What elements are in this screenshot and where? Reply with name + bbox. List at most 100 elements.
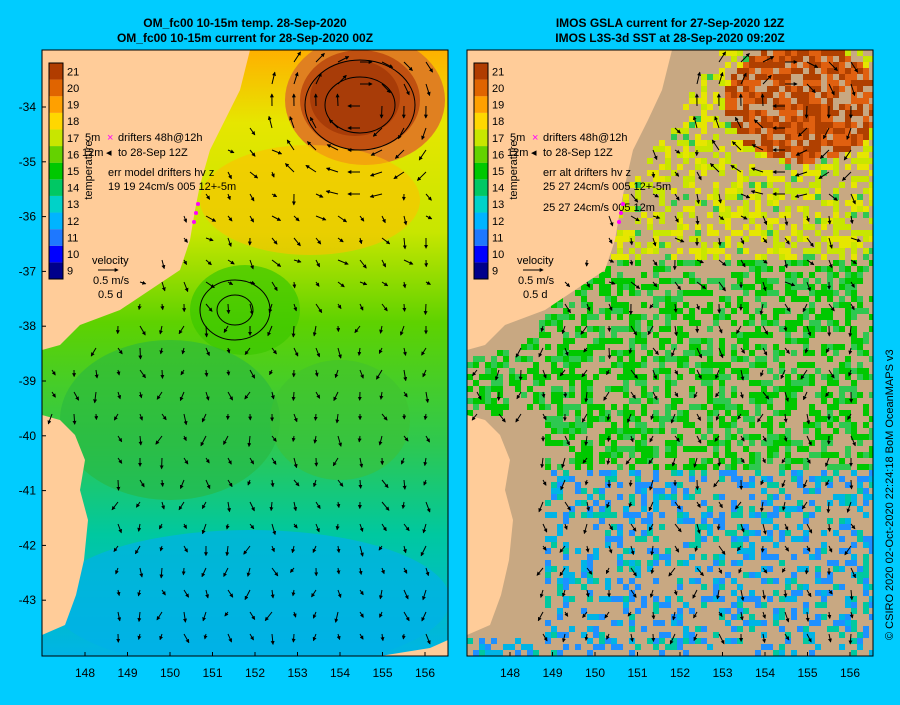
left-panel-titles: OM_fc00 10-15m temp. 28-Sep-2020 OM_fc00… [117, 16, 373, 45]
colorbar-swatch [49, 113, 63, 130]
colorbar-tick: 18 [67, 116, 79, 128]
longitude-tick-label: 154 [330, 666, 350, 680]
colorbar-swatch [49, 163, 63, 180]
longitude-tick-label: 152 [670, 666, 690, 680]
colorbar-tick: 17 [67, 133, 79, 145]
longitude-tick-label: 149 [542, 666, 562, 680]
left-legend-prefix2: 12m [82, 147, 103, 159]
colorbar-swatch [474, 163, 488, 180]
colorbar-tick: 16 [492, 149, 504, 161]
longitude-tick-label: 155 [797, 666, 817, 680]
longitude-tick-label: 152 [245, 666, 265, 680]
right-map-panel [467, 50, 875, 656]
colorbar-tick: 20 [492, 83, 504, 95]
colorbar-tick: 9 [67, 266, 73, 278]
right-err-line1: err alt drifters hv z [543, 167, 631, 179]
latitude-tick-label: -37 [19, 264, 37, 278]
latitude-tick-label: -36 [19, 210, 37, 224]
colorbar-tick: 16 [67, 149, 79, 161]
right-legend-line2: to 28-Sep 12Z [543, 147, 613, 159]
colorbar-swatch [49, 213, 63, 230]
colorbar-tick: 12 [67, 216, 79, 228]
colorbar-swatch [474, 229, 488, 246]
left-err-line2: 19 19 24cm/s 005 12+-5m [108, 181, 236, 193]
colorbar-tick: 21 [67, 66, 79, 78]
longitude-tick-label: 153 [712, 666, 732, 680]
colorbar-swatch [474, 63, 488, 80]
latitude-tick-label: -39 [19, 374, 37, 388]
left-map-panel [42, 35, 450, 670]
latitude-tick-label: -35 [19, 155, 37, 169]
longitude-tick-label: 148 [500, 666, 520, 680]
colorbar-swatch [49, 80, 63, 97]
colorbar-tick: 13 [67, 199, 79, 211]
colorbar-tick: 14 [67, 183, 79, 195]
colorbar-tick: 18 [492, 116, 504, 128]
left-legend-prefix1: 5m [85, 132, 100, 144]
colorbar-tick: 19 [67, 100, 79, 112]
left-velocity-duration: 0.5 d [98, 289, 122, 301]
longitude-tick-label: 148 [75, 666, 95, 680]
colorbar-tick: 17 [492, 133, 504, 145]
colorbar-swatch [474, 213, 488, 230]
right-legend-line1: drifters 48h@12h [543, 132, 628, 144]
latitude-tick-label: -43 [19, 593, 37, 607]
colorbar-tick: 13 [492, 199, 504, 211]
colorbar-swatch [474, 246, 488, 263]
colorbar-swatch [49, 63, 63, 80]
colorbar-swatch [474, 80, 488, 97]
colorbar-swatch [474, 179, 488, 196]
longitude-tick-label: 155 [372, 666, 392, 680]
right-velocity-speed: 0.5 m/s [518, 275, 555, 287]
longitude-tick-label: 151 [627, 666, 647, 680]
colorbar-tick: 11 [67, 232, 78, 244]
credit-text: © CSIRO 2020 02-Oct-2020 22:24:18 BoM Oc… [884, 349, 896, 640]
right-title-line1: IMOS GSLA current for 27-Sep-2020 12Z [556, 16, 784, 30]
colorbar-swatch [474, 146, 488, 163]
colorbar-swatch [49, 179, 63, 196]
left-legend-cross: × [107, 132, 113, 144]
colorbar-swatch [474, 129, 488, 146]
colorbar-tick: 15 [67, 166, 79, 178]
colorbar-tick: 20 [67, 83, 79, 95]
colorbar-tick: 10 [67, 249, 79, 261]
latitude-tick-label: -34 [19, 100, 37, 114]
longitude-tick-label: 149 [117, 666, 137, 680]
left-velocity-speed: 0.5 m/s [93, 275, 130, 287]
right-legend-prefix1: 5m [510, 132, 525, 144]
right-velocity-duration: 0.5 d [523, 289, 547, 301]
longitude-tick-label: 156 [840, 666, 860, 680]
colorbar-swatch [474, 96, 488, 113]
colorbar-tick: 10 [492, 249, 504, 261]
longitude-tick-label: 154 [755, 666, 775, 680]
colorbar-swatch [49, 196, 63, 213]
left-legend-arrow: ◂ [106, 147, 112, 159]
colorbar-tick: 12 [492, 216, 504, 228]
longitude-tick-label: 150 [160, 666, 180, 680]
latitude-tick-label: -40 [19, 429, 37, 443]
right-legend-prefix2: 12m [507, 147, 528, 159]
right-legend-arrow: ◂ [531, 147, 537, 159]
longitude-tick-label: 151 [202, 666, 222, 680]
colorbar-swatch [49, 229, 63, 246]
left-legend-line2: to 28-Sep 12Z [118, 147, 188, 159]
colorbar-tick: 11 [492, 232, 503, 244]
colorbar-tick: 19 [492, 100, 504, 112]
colorbar-swatch [474, 262, 488, 279]
colorbar-swatch [474, 113, 488, 130]
right-panel-titles: IMOS GSLA current for 27-Sep-2020 12Z IM… [555, 16, 784, 45]
latitude-tick-label: -41 [19, 484, 37, 498]
left-velocity-label: velocity [92, 255, 129, 267]
latitude-tick-label: -38 [19, 319, 37, 333]
colorbar-tick: 9 [492, 266, 498, 278]
right-legend-cross: × [532, 132, 538, 144]
colorbar-swatch [49, 129, 63, 146]
left-title-line2: OM_fc00 10-15m current for 28-Sep-2020 0… [117, 31, 373, 45]
longitude-tick-label: 156 [415, 666, 435, 680]
colorbar-swatch [49, 246, 63, 263]
right-err-line3: 25 27 24cm/s 005 12m [543, 202, 655, 214]
colorbar-tick: 21 [492, 66, 504, 78]
longitude-tick-label: 150 [585, 666, 605, 680]
colorbar-swatch [49, 96, 63, 113]
left-legend-line1: drifters 48h@12h [118, 132, 203, 144]
